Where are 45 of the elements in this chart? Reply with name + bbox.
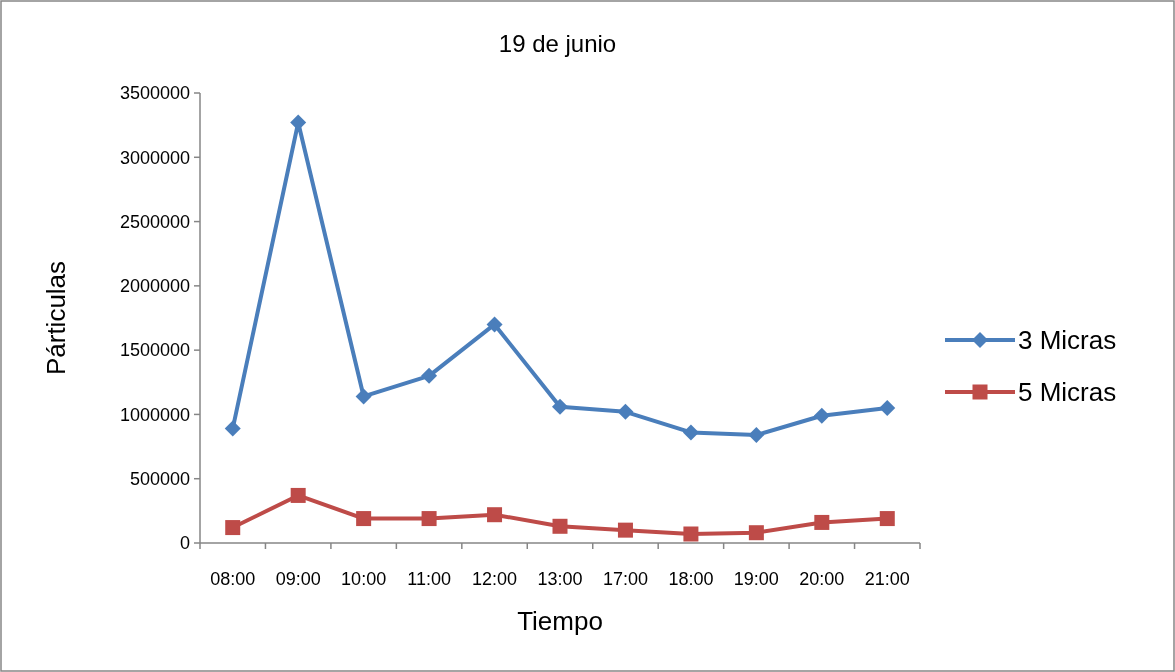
y-tick-label: 0 [179,533,190,554]
point [683,526,699,542]
y-tick-label: 500000 [129,469,190,490]
y-tick-label: 1500000 [119,340,190,361]
point [813,407,830,424]
point [617,403,634,420]
chart-title: 19 de junio [498,30,617,57]
y-axis-title: Párticulas [41,260,71,376]
point [421,367,438,384]
point [356,511,372,527]
x-tick-label: 11:00 [407,569,451,589]
legend-label: 3 Micras [1018,325,1117,356]
x-axis-title: Tiempo [517,606,603,636]
x-tick-label: 09:00 [275,569,321,589]
point [355,388,372,405]
point [879,511,895,527]
point [487,507,503,523]
point [552,518,568,534]
x-tick-label: 13:00 [537,569,583,589]
legend-label: 5 Micras [1018,377,1117,408]
y-tick-label: 3500000 [119,83,190,104]
x-tick-label: 12:00 [472,569,518,589]
y-tick-label: 2500000 [119,211,190,232]
point [486,316,503,333]
x-tick-label: 10:00 [341,569,387,589]
point [748,427,765,443]
y-tick-label: 1000000 [119,404,190,425]
point [814,514,830,530]
y-tick-label: 2000000 [119,276,190,297]
x-tick-label: 21:00 [864,569,910,589]
point [290,487,306,503]
point [879,400,896,416]
point [748,525,764,541]
y-tick-label: 3000000 [119,147,190,168]
point [682,424,699,441]
point [617,522,633,538]
x-tick-label: 18:00 [668,569,714,589]
point [552,398,568,415]
point [225,520,241,536]
x-tick-label: 17:00 [602,569,648,589]
x-tick-label: 20:00 [799,569,845,589]
x-tick-label: 19:00 [733,569,779,589]
point [421,511,437,527]
point [224,420,241,437]
x-tick-label: 08:00 [210,569,256,589]
